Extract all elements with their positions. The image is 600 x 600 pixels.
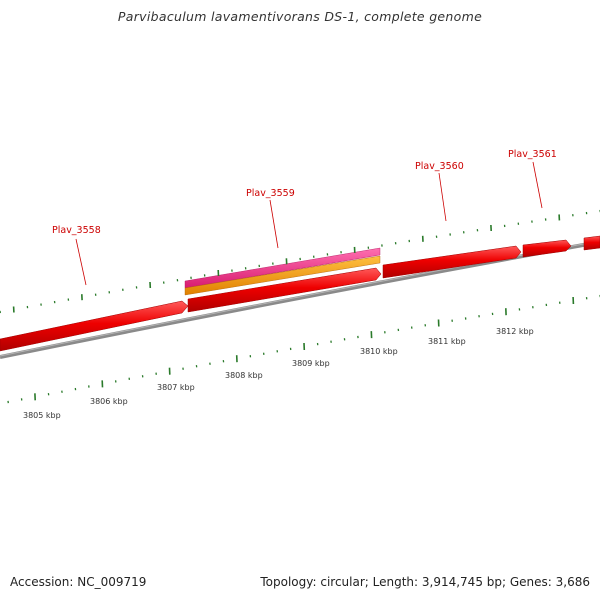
position-label: 3811 kbp: [428, 337, 466, 346]
accession-text: Accession: NC_009719: [10, 575, 147, 589]
position-label: 3812 kbp: [496, 327, 534, 336]
gene-label-plav-3561[interactable]: Plav_3561: [508, 149, 557, 160]
gene-arrow-plav-3558[interactable]: [0, 300, 189, 352]
gene-label-plav-3560[interactable]: Plav_3560: [415, 161, 464, 172]
position-label: 3810 kbp: [360, 347, 398, 356]
map-title: Parvibaculum lavamentivorans DS-1, compl…: [117, 9, 483, 24]
misc-feature-bar[interactable]: [184, 255, 381, 296]
leader-line-plav-3560: [438, 172, 447, 222]
upper-tick-row: [0, 209, 600, 314]
leader-line-plav-3558: [75, 238, 87, 286]
leader-line-plav-3559: [269, 199, 279, 249]
genome-summary-text: Topology: circular; Length: 3,914,745 bp…: [260, 575, 590, 589]
lower-tick-row: [7, 294, 600, 404]
position-label: 3808 kbp: [225, 371, 263, 380]
gene-arrow-plav-3561[interactable]: [522, 239, 572, 258]
cds-feature-bar[interactable]: [184, 247, 381, 289]
gene-label-plav-3558[interactable]: Plav_3558: [52, 225, 101, 236]
position-label: 3805 kbp: [23, 411, 61, 420]
leader-line-plav-3561: [532, 161, 543, 209]
gene-label-plav-3559[interactable]: Plav_3559: [246, 188, 295, 199]
gene-arrow-plav-3559[interactable]: [187, 267, 382, 313]
position-label: 3807 kbp: [157, 383, 195, 392]
position-label: 3806 kbp: [90, 397, 128, 406]
gene-arrow-next[interactable]: [583, 235, 600, 251]
position-label: 3809 kbp: [292, 359, 330, 368]
gene-arrow-plav-3560[interactable]: [382, 245, 522, 279]
